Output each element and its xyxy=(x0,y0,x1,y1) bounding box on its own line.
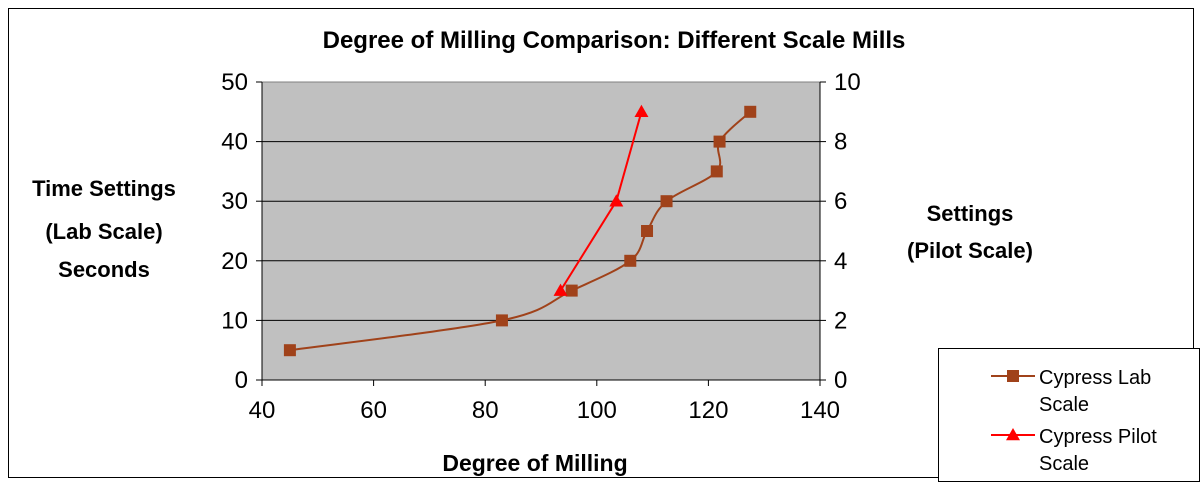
y-axis-title-line: (Lab Scale) xyxy=(45,219,162,244)
y2-tick-label: 8 xyxy=(834,129,847,156)
lab-data-point xyxy=(660,195,673,208)
x-axis-title: Degree of Milling xyxy=(442,450,627,476)
y2-axis-title-line: Settings xyxy=(927,201,1014,226)
x-tick-label: 120 xyxy=(688,397,728,424)
y2-tick-label: 2 xyxy=(834,307,847,334)
series-line-lab xyxy=(289,111,751,352)
chart-title: Degree of Milling Comparison: Different … xyxy=(323,27,906,54)
series-layer xyxy=(283,104,757,357)
y-tick-label: 50 xyxy=(221,69,248,96)
lab-data-point xyxy=(624,254,637,267)
legend-label-lab: Cypress Lab xyxy=(1039,367,1151,389)
lab-data-point xyxy=(641,225,654,237)
y2-tick-label: 0 xyxy=(834,367,847,394)
x-tick-label: 80 xyxy=(472,397,499,424)
y2-axis-title: Settings (Pilot Scale) xyxy=(907,201,1033,263)
pilot-data-point xyxy=(553,283,568,296)
pilot-data-point xyxy=(634,104,649,118)
y-tick-label: 40 xyxy=(221,129,248,156)
legend-marker-lab xyxy=(1007,370,1019,382)
y-tick-label: 20 xyxy=(221,248,248,275)
y-axis-title-line: Seconds xyxy=(58,257,150,282)
y2-axis-title-line: (Pilot Scale) xyxy=(907,238,1033,263)
plot-area xyxy=(261,81,821,381)
plot-layer xyxy=(261,81,821,381)
y-tick-label: 10 xyxy=(221,307,248,334)
lab-data-point xyxy=(710,165,723,178)
y2-tick-label: 6 xyxy=(834,188,847,215)
x-tick-label: 40 xyxy=(249,397,276,424)
lab-data-point xyxy=(565,284,578,297)
y-tick-label: 30 xyxy=(221,188,248,215)
legend-marker-pilot xyxy=(1006,428,1020,441)
pilot-data-point xyxy=(609,194,624,207)
legend-svg: Cypress Lab Scale Cypress Pilot Scale xyxy=(991,367,1157,475)
y-axis-title: Time Settings (Lab Scale) Seconds xyxy=(32,176,176,282)
y-axis-title-line: Time Settings xyxy=(32,176,176,201)
y2-tick-label: 4 xyxy=(834,248,847,275)
legend-label-pilot: Cypress Pilot xyxy=(1039,426,1157,448)
legend-label-lab: Scale xyxy=(1039,394,1089,416)
lab-data-point xyxy=(713,135,726,148)
lab-data-point xyxy=(283,344,296,357)
x-tick-label: 140 xyxy=(800,397,840,424)
y2-tick-label: 10 xyxy=(834,69,861,96)
x-tick-label: 100 xyxy=(577,397,617,424)
legend: Cypress Lab Scale Cypress Pilot Scale xyxy=(938,348,1200,482)
lab-data-point xyxy=(495,314,508,327)
legend-label-pilot: Scale xyxy=(1039,453,1089,475)
x-tick-label: 60 xyxy=(360,397,387,424)
y-tick-label: 0 xyxy=(235,367,248,394)
lab-data-point xyxy=(744,105,757,118)
axis-layer: 0 10 20 30 40 50 0 2 4 6 8 10 40 60 80 100 120 140 xyxy=(221,69,860,424)
